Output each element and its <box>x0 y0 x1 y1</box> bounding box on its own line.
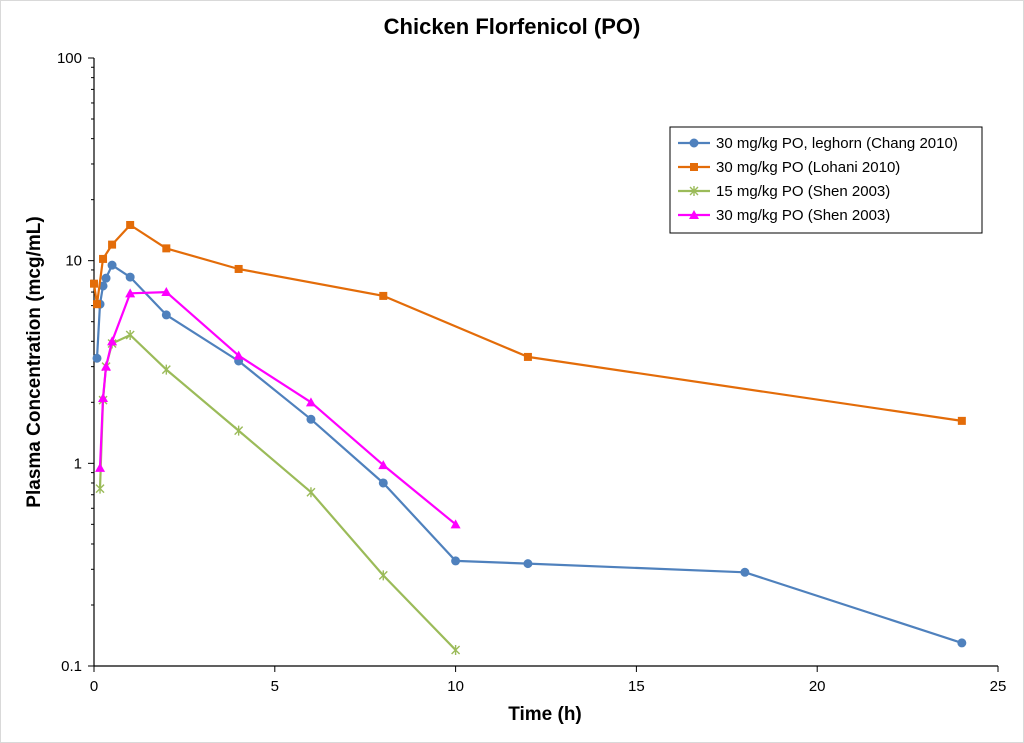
legend-marker <box>689 138 699 148</box>
legend-entry: 30 mg/kg PO, leghorn (Chang 2010) <box>678 135 958 152</box>
data-point <box>305 397 316 407</box>
data-point <box>161 287 172 297</box>
y-axis-title: Plasma Concentration (mcg/mL) <box>24 216 45 507</box>
series-4 <box>95 287 461 529</box>
data-point <box>740 567 750 577</box>
data-point <box>523 352 532 361</box>
x-tick-label: 10 <box>447 678 464 695</box>
data-point <box>523 559 533 569</box>
data-point <box>125 288 136 298</box>
legend-marker <box>689 186 699 196</box>
data-point <box>957 416 966 425</box>
data-point <box>92 353 102 363</box>
data-point <box>378 570 388 581</box>
legend-marker <box>690 163 698 171</box>
data-point <box>107 260 117 270</box>
data-point <box>450 519 461 529</box>
data-point <box>101 273 111 283</box>
data-point <box>234 425 244 436</box>
chart-title: Chicken Florfenicol (PO) <box>384 14 641 39</box>
data-point <box>101 361 112 371</box>
data-point <box>378 478 388 488</box>
data-point <box>451 644 461 655</box>
x-tick-label: 5 <box>271 678 279 695</box>
x-axis-title: Time (h) <box>508 704 582 725</box>
data-point <box>90 279 98 288</box>
data-point <box>451 556 461 566</box>
data-point <box>126 220 135 229</box>
data-point <box>161 310 171 320</box>
x-tick-label: 20 <box>809 678 826 695</box>
series-line <box>98 291 457 526</box>
series-line <box>92 223 962 422</box>
data-point <box>125 272 135 282</box>
data-point <box>161 364 171 375</box>
x-tick-label: 0 <box>90 678 98 695</box>
data-point <box>162 244 171 253</box>
legend-label: 30 mg/kg PO (Shen 2003) <box>716 207 890 224</box>
y-tick-label: 100 <box>57 50 82 67</box>
data-point <box>107 336 118 346</box>
data-point <box>957 638 967 648</box>
data-point <box>98 393 109 403</box>
x-tick-label: 15 <box>628 678 645 695</box>
data-point <box>306 487 316 498</box>
data-point <box>379 291 388 300</box>
series-1 <box>92 260 967 648</box>
data-point <box>99 254 108 263</box>
y-tick-label: 0.1 <box>61 658 82 675</box>
y-tick-label: 10 <box>65 253 82 270</box>
data-point <box>93 300 102 309</box>
plot-area <box>90 220 967 655</box>
legend-entry: 30 mg/kg PO (Shen 2003) <box>678 207 890 224</box>
y-tick-label: 1 <box>74 455 82 472</box>
legend-label: 15 mg/kg PO (Shen 2003) <box>716 183 890 200</box>
axes: 0 5 10 15 20 25 0.1 1 10 100 <box>57 50 1006 695</box>
data-point <box>306 414 316 424</box>
legend-label: 30 mg/kg PO (Lohani 2010) <box>716 159 900 176</box>
data-point <box>378 460 389 470</box>
data-point <box>233 350 244 360</box>
data-point <box>95 462 106 472</box>
legend-box <box>669 126 983 234</box>
series-2 <box>90 220 966 425</box>
legend-marker <box>689 210 699 219</box>
legend: 30 mg/kg PO, leghorn (Chang 2010) 30 mg/k… <box>669 126 983 234</box>
data-point <box>125 329 135 340</box>
x-tick-label: 25 <box>990 678 1007 695</box>
data-point <box>234 264 243 273</box>
data-point <box>108 240 117 249</box>
data-point <box>95 483 105 494</box>
legend-entry: 30 mg/kg PO (Lohani 2010) <box>678 159 900 176</box>
legend-entry: 15 mg/kg PO (Shen 2003) <box>678 183 890 200</box>
legend-label: 30 mg/kg PO, leghorn (Chang 2010) <box>716 135 958 152</box>
